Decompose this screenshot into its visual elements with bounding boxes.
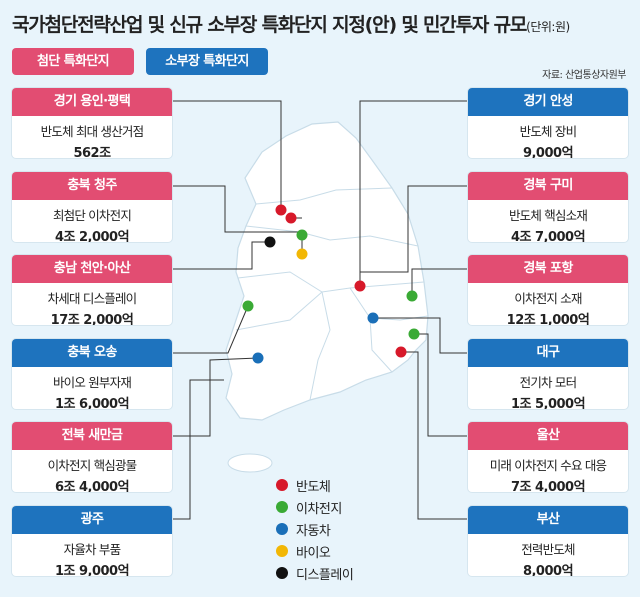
card-title: 충남 천안·아산 <box>12 255 172 283</box>
card-jeonbuk-saemangeum: 전북 새만금 이차전지 핵심광물 6조 4,000억 <box>12 422 172 492</box>
card-amount: 7조 4,000억 <box>510 480 586 492</box>
dot-saemangeum-battery <box>242 300 254 312</box>
card-amount: 8,000억 <box>522 564 574 576</box>
legend-label: 자동차 <box>296 523 331 539</box>
card-title: 충북 청주 <box>12 172 172 200</box>
legend-label: 디스플레이 <box>296 567 354 583</box>
card-amount: 4조 7,000억 <box>510 230 586 242</box>
dot-osong-bio <box>296 248 308 260</box>
card-desc: 반도체 최대 생산거점 <box>40 124 144 139</box>
source-note: 자료: 산업통상자원부 <box>542 70 626 81</box>
sobujang-complex-tag: 소부장 특화단지 <box>146 48 268 75</box>
card-title: 부산 <box>468 506 628 534</box>
legend-dot <box>276 567 288 579</box>
card-daegu: 대구 전기차 모터 1조 5,000억 <box>468 339 628 409</box>
advanced-complex-tag: 첨단 특화단지 <box>12 48 134 75</box>
card-amount: 1조 5,000억 <box>510 397 586 409</box>
card-amount: 9,000억 <box>522 146 574 158</box>
card-amount: 6조 4,000억 <box>54 480 130 492</box>
card-gyeongbuk-pohang: 경북 포항 이차전지 소재 12조 1,000억 <box>468 255 628 325</box>
dot-gumi-semiconductor <box>354 280 366 292</box>
dot-gwangju-auto <box>252 352 264 364</box>
card-desc: 이차전지 소재 <box>514 291 582 306</box>
card-desc: 반도체 핵심소재 <box>508 208 588 223</box>
card-chungnam-cheonan: 충남 천안·아산 차세대 디스플레이 17조 2,000억 <box>12 255 172 325</box>
dot-pohang-battery <box>406 290 418 302</box>
mainland-shape <box>225 121 429 421</box>
card-desc: 전력반도체 <box>521 542 575 557</box>
legend-dot <box>276 545 288 557</box>
legend-dot <box>276 479 288 491</box>
card-amount: 1조 9,000억 <box>54 564 130 576</box>
card-desc: 바이오 원부자재 <box>52 375 132 390</box>
card-desc: 반도체 장비 <box>519 124 577 139</box>
dot-daegu-auto <box>367 312 379 324</box>
card-desc: 이차전지 핵심광물 <box>47 458 138 473</box>
legend-dot <box>276 501 288 513</box>
card-desc: 전기차 모터 <box>519 375 577 390</box>
legend-item-display: 디스플레이 <box>276 562 354 584</box>
card-amount: 12조 1,000억 <box>506 313 590 325</box>
card-title: 광주 <box>12 506 172 534</box>
legend-item-battery: 이차전지 <box>276 496 353 518</box>
card-amount: 562조 <box>73 146 111 158</box>
card-gyeonggi-yongin: 경기 용인·평택 반도체 최대 생산거점 562조 <box>12 88 172 158</box>
card-title: 경북 구미 <box>468 172 628 200</box>
legend-item-bio: 바이오 <box>276 540 353 562</box>
legend-item-semiconductor: 반도체 <box>276 474 353 496</box>
card-ulsan: 울산 미래 이차전지 수요 대응 7조 4,000억 <box>468 422 628 492</box>
dot-cheonan-display <box>264 236 276 248</box>
card-desc: 차세대 디스플레이 <box>47 291 138 306</box>
card-title: 경기 안성 <box>468 88 628 116</box>
card-title: 경기 용인·평택 <box>12 88 172 116</box>
page-title: 국가첨단전략산업 및 신규 소부장 특화단지 지정(안) 및 민간투자 규모(단… <box>12 10 570 37</box>
card-desc: 최첨단 이차전지 <box>52 208 132 223</box>
legend-item-automobile: 자동차 <box>276 518 353 540</box>
jeju-island <box>227 453 273 473</box>
card-chungbuk-osong: 충북 오송 바이오 원부자재 1조 6,000억 <box>12 339 172 409</box>
legend-label: 바이오 <box>296 545 331 561</box>
dot-cheongju-battery <box>296 229 308 241</box>
card-gwangju: 광주 자율차 부품 1조 9,000억 <box>12 506 172 576</box>
card-title: 경북 포항 <box>468 255 628 283</box>
card-amount: 1조 6,000억 <box>54 397 130 409</box>
card-title: 전북 새만금 <box>12 422 172 450</box>
card-amount: 4조 2,000억 <box>54 230 130 242</box>
legend-dot <box>276 523 288 535</box>
industry-legend: 반도체 이차전지 자동차 바이오 디스플레이 <box>276 474 354 584</box>
card-gyeongbuk-gumi: 경북 구미 반도체 핵심소재 4조 7,000억 <box>468 172 628 242</box>
legend-label: 이차전지 <box>296 501 342 517</box>
card-title: 충북 오송 <box>12 339 172 367</box>
unit-label: (단위:원) <box>526 20 570 34</box>
card-chungbuk-cheongju: 충북 청주 최첨단 이차전지 4조 2,000억 <box>12 172 172 242</box>
card-gyeonggi-anseong: 경기 안성 반도체 장비 9,000억 <box>468 88 628 158</box>
card-title: 대구 <box>468 339 628 367</box>
card-busan: 부산 전력반도체 8,000억 <box>468 506 628 576</box>
card-desc: 자율차 부품 <box>63 542 121 557</box>
dot-pyeongtaek-semiconductor <box>285 212 297 224</box>
card-desc: 미래 이차전지 수요 대응 <box>489 458 607 473</box>
dot-yongin-semiconductor <box>275 204 287 216</box>
title-text: 국가첨단전략산업 및 신규 소부장 특화단지 지정(안) 및 민간투자 규모 <box>12 14 527 36</box>
card-title: 울산 <box>468 422 628 450</box>
legend-label: 반도체 <box>296 479 331 495</box>
dot-ulsan-battery <box>408 328 420 340</box>
card-amount: 17조 2,000억 <box>50 313 134 325</box>
dot-busan-semiconductor <box>395 346 407 358</box>
